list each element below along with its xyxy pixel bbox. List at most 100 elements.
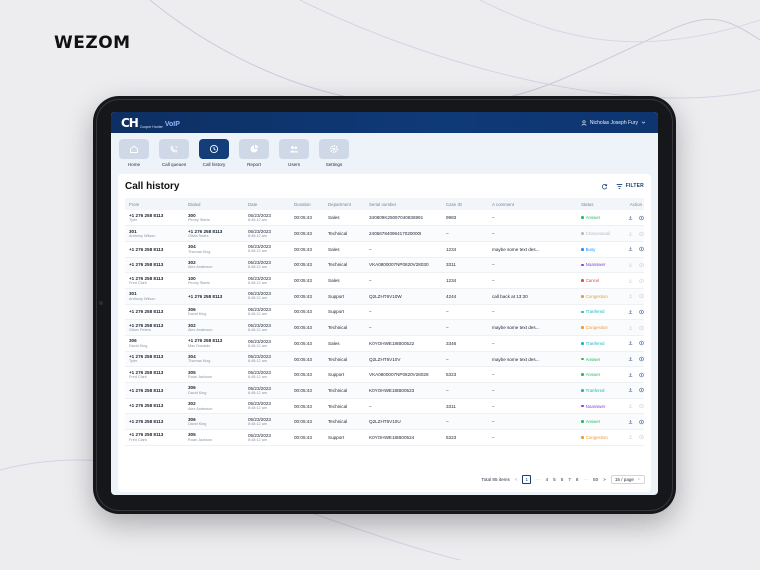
table-row[interactable]: +1 276 258 8113 Fred Clark 305 Ruan Jackson…	[125, 367, 644, 383]
serial-cell: Q2LZHT6V10W	[365, 288, 442, 304]
page-current[interactable]: 1	[522, 475, 532, 484]
play-icon[interactable]	[639, 403, 644, 409]
user-menu[interactable]: Nicholas Joseph Fury	[581, 120, 646, 126]
app-logo[interactable]: CH Cooper Hunter VoIP	[121, 117, 180, 129]
call-history-card: Call history FILTER From Dialed Date Durati…	[118, 174, 651, 492]
row-actions	[628, 403, 644, 409]
status-label: Congestion	[585, 434, 608, 440]
serial-cell-text: Q2LZHT6V10V	[369, 356, 401, 362]
refresh-button[interactable]	[601, 177, 608, 195]
page-size-select[interactable]: 15 / page	[610, 475, 645, 484]
department-cell-text: Support	[328, 293, 345, 299]
download-icon[interactable]	[628, 387, 633, 393]
download-icon[interactable]	[628, 340, 633, 346]
dialed-cell-main: +1 276 258 8113	[188, 228, 223, 234]
table-row[interactable]: +1 276 258 8113 Tyler 304 Thomas King 05/23/…	[125, 351, 644, 367]
play-icon[interactable]	[639, 309, 644, 315]
table-row[interactable]: 301 Anthony Wilson +1 276 258 8113 Olivia S…	[125, 225, 644, 242]
nav-item-report[interactable]: Report	[239, 139, 269, 171]
play-icon[interactable]	[639, 215, 644, 221]
duration-cell-text: 00:05:43	[294, 262, 312, 268]
nav-item-settings[interactable]: Settings	[319, 139, 349, 171]
download-icon[interactable]	[628, 356, 633, 362]
download-icon[interactable]	[628, 215, 633, 221]
status-dot	[581, 357, 584, 361]
department-cell: Sales	[324, 241, 365, 257]
download-icon[interactable]	[628, 262, 633, 268]
table-row[interactable]: 301 Anthony Wilson +1 276 258 8113 05/23/20…	[125, 288, 644, 305]
page-7[interactable]: 7	[568, 477, 571, 482]
play-icon[interactable]	[639, 434, 644, 440]
page-ellipsis-2[interactable]: ···	[583, 477, 589, 482]
nav-item-home[interactable]: Home	[119, 139, 149, 171]
nav-item-users[interactable]: Users	[279, 139, 309, 171]
from-cell-main: +1 276 258 8113	[129, 246, 164, 252]
table-row[interactable]: 306 David King +1 276 258 8113 Max Donalds 0…	[125, 336, 644, 352]
download-icon[interactable]	[628, 309, 633, 315]
dialed-cell: 305 Ruan Jackson	[184, 367, 244, 383]
table-row[interactable]: +1 276 258 8113 306 David King 05/23/2023 8:…	[125, 382, 644, 399]
next-page-button[interactable]: >	[603, 477, 606, 482]
table-row[interactable]: +1 276 258 8113 Tyler 300 Peony Starts 05/23…	[125, 210, 644, 226]
play-icon[interactable]	[639, 262, 644, 268]
page-6[interactable]: 6	[560, 477, 564, 482]
case-id-cell: 4244	[442, 288, 488, 304]
dialed-cell-main: 306	[188, 306, 196, 312]
from-cell: +1 276 258 8113 Tyler	[125, 210, 184, 226]
page-ellipsis[interactable]: ···	[536, 477, 541, 482]
from-cell: +1 276 258 8113	[125, 383, 184, 399]
play-icon[interactable]	[639, 293, 644, 299]
nav-item-call-history[interactable]: Call history	[199, 139, 229, 171]
page-5[interactable]: 5	[553, 477, 556, 482]
table-row[interactable]: +1 276 258 8113 306 David King 05/23/2023 8:…	[125, 304, 644, 320]
play-icon[interactable]	[639, 372, 644, 378]
download-icon[interactable]	[628, 246, 633, 252]
play-icon[interactable]	[639, 325, 644, 331]
table-row[interactable]: +1 276 258 8113 306 David King 05/23/2023 8:…	[125, 413, 644, 430]
from-cell: 301 Anthony Wilson	[125, 288, 184, 304]
dialed-cell-sub: Peony Starts	[188, 281, 210, 285]
page-last[interactable]: 50	[593, 477, 599, 482]
time-value: 8:48:12 am	[248, 406, 267, 411]
play-icon[interactable]	[639, 419, 644, 425]
filter-button[interactable]: FILTER	[616, 183, 644, 190]
table-row[interactable]: +1 276 258 8113 Fred Clark 305 Ruan Jackson…	[125, 430, 644, 446]
serial-cell: 24056784096417020000I	[365, 226, 442, 242]
dialed-cell-sub: Ruan Jackson	[188, 375, 213, 380]
comment-cell: –	[488, 398, 577, 414]
table-row[interactable]: +1 276 258 8113 304 Thomas King 05/23/2023 8…	[125, 241, 644, 258]
play-icon[interactable]	[639, 231, 644, 237]
row-actions	[628, 309, 644, 315]
download-icon[interactable]	[628, 434, 633, 440]
header-actions: FILTER	[601, 177, 644, 195]
status-cell: Tranfered	[577, 304, 624, 320]
page-8[interactable]: 8	[575, 477, 579, 482]
column-header-date[interactable]: Date	[248, 201, 258, 207]
column-header-serial-number: Serial number	[369, 201, 397, 207]
play-icon[interactable]	[639, 340, 644, 346]
table-row[interactable]: +1 276 258 8113 Fred Clark 100 Peony Starts…	[125, 273, 644, 289]
table-row[interactable]: +1 276 258 8113 302 Alex Anderson 05/23/202…	[125, 257, 644, 273]
download-icon[interactable]	[628, 325, 633, 331]
status-badge: Busy	[581, 247, 624, 252]
play-icon[interactable]	[639, 356, 644, 362]
action-cell	[624, 351, 644, 367]
duration-cell-text: 00:05:43	[294, 419, 312, 425]
download-icon[interactable]	[628, 278, 633, 284]
download-icon[interactable]	[628, 231, 633, 237]
download-icon[interactable]	[628, 372, 633, 378]
play-icon[interactable]	[639, 387, 644, 393]
dialed-cell-sub: David King	[188, 390, 207, 395]
table-row[interactable]: +1 276 258 8113 Oliver Peters 302 Alex Ande…	[125, 319, 644, 336]
play-icon[interactable]	[639, 278, 644, 284]
case-id-cell-text: –	[446, 325, 449, 331]
download-icon[interactable]	[628, 419, 633, 425]
nav-item-call-queues[interactable]: Call queues	[159, 139, 189, 171]
download-icon[interactable]	[628, 293, 633, 299]
prev-page-button[interactable]: <	[514, 477, 518, 482]
play-icon[interactable]	[639, 246, 644, 252]
page-4[interactable]: 4	[545, 477, 549, 482]
download-icon[interactable]	[628, 403, 633, 409]
duration-cell-text: 00:05:43	[294, 246, 312, 252]
table-row[interactable]: +1 276 258 8113 302 Alex Anderson 05/23/202…	[125, 398, 644, 414]
